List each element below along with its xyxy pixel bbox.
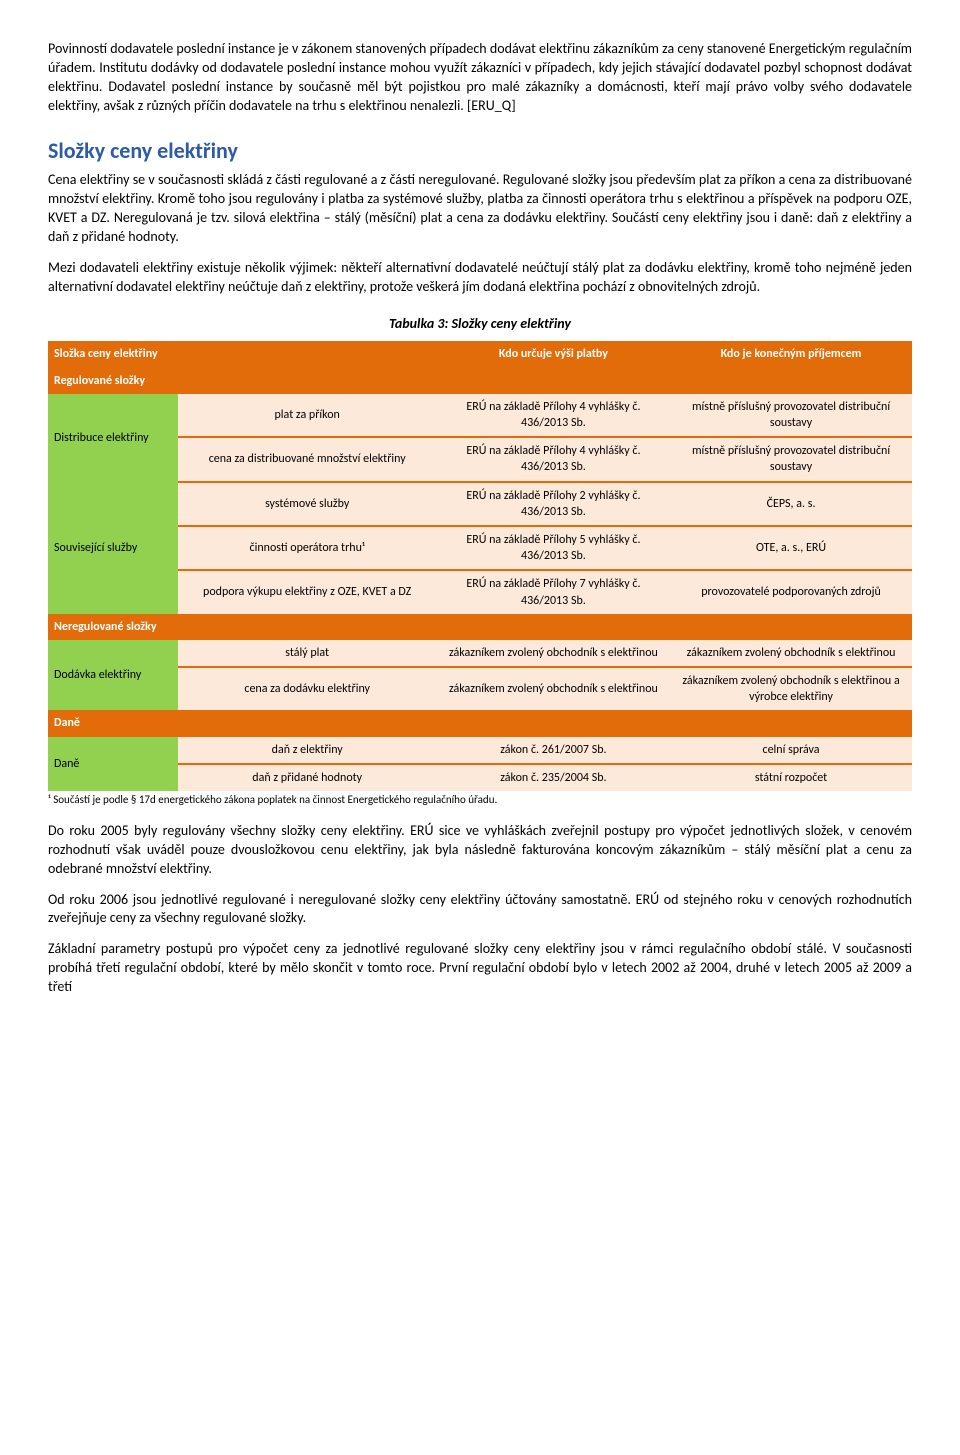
section-taxes: Daně [48,710,912,736]
cell-item: cena za distribuované množství elektřiny [178,437,437,481]
group-tax: Daně [48,737,178,791]
cell-recipient: místně příslušný provozovatel distribučn… [670,437,912,481]
section-unregulated: Neregulované složky [48,614,912,640]
table-row: podpora výkupu elektřiny z OZE, KVET a D… [48,570,912,613]
closing-p3: Základní parametry postupů pro výpočet c… [48,940,912,997]
section-p2: Mezi dodavateli elektřiny existuje někol… [48,259,912,297]
cell-who: zákazníkem zvolený obchodník s elektřino… [437,667,670,710]
intro-paragraph: Povinností dodavatele poslední instance … [48,40,912,116]
closing-p2: Od roku 2006 jsou jednotlivé regulované … [48,891,912,929]
closing-p1: Do roku 2005 byly regulovány všechny slo… [48,822,912,879]
table-row: cena za dodávku elektřiny zákazníkem zvo… [48,667,912,710]
cell-recipient: celní správa [670,737,912,764]
cell-item: daň z přidané hodnoty [178,764,437,791]
header-component: Složka ceny elektřiny [48,341,437,367]
table-row: Související služby systémové služby ERÚ … [48,482,912,526]
cell-item: systémové služby [178,482,437,526]
cell-item: činnosti operátora trhu¹ [178,526,437,570]
table-row: Dodávka elektřiny stálý plat zákazníkem … [48,640,912,667]
cell-recipient: zákazníkem zvolený obchodník s elektřino… [670,667,912,710]
cell-recipient: OTE, a. s., ERÚ [670,526,912,570]
table-row: cena za distribuované množství elektřiny… [48,437,912,481]
cell-recipient: místně příslušný provozovatel distribučn… [670,394,912,437]
group-distribution: Distribuce elektřiny [48,394,178,482]
table-footnote: ¹ Součástí je podle § 17d energetického … [48,793,912,808]
header-recipient: Kdo je konečným příjemcem [670,341,912,367]
cell-item: stálý plat [178,640,437,667]
table-header-row: Složka ceny elektřiny Kdo určuje výši pl… [48,341,912,367]
cell-who: ERÚ na základě Přílohy 4 vyhlášky č. 436… [437,437,670,481]
price-components-table: Složka ceny elektřiny Kdo určuje výši pl… [48,341,912,791]
cell-who: zákon č. 261/2007 Sb. [437,737,670,764]
cell-recipient: provozovatelé podporovaných zdrojů [670,570,912,613]
cell-recipient: zákazníkem zvolený obchodník s elektřino… [670,640,912,667]
cell-who: zákon č. 235/2004 Sb. [437,764,670,791]
table-row: činnosti operátora trhu¹ ERÚ na základě … [48,526,912,570]
cell-who: ERÚ na základě Přílohy 7 vyhlášky č. 436… [437,570,670,613]
section-regulated: Regulované složky [48,368,912,394]
table-row: daň z přidané hodnoty zákon č. 235/2004 … [48,764,912,791]
header-who: Kdo určuje výši platby [437,341,670,367]
table-caption: Tabulka 3: Složky ceny elektřiny [48,315,912,334]
section-p1: Cena elektřiny se v současnosti skládá z… [48,171,912,247]
cell-item: podpora výkupu elektřiny z OZE, KVET a D… [178,570,437,613]
table-row: Daně daň z elektřiny zákon č. 261/2007 S… [48,737,912,764]
cell-who: zákazníkem zvolený obchodník s elektřino… [437,640,670,667]
cell-who: ERÚ na základě Přílohy 5 vyhlášky č. 436… [437,526,670,570]
table-row: Distribuce elektřiny plat za příkon ERÚ … [48,394,912,437]
cell-item: daň z elektřiny [178,737,437,764]
cell-item: cena za dodávku elektřiny [178,667,437,710]
cell-item: plat za příkon [178,394,437,437]
section-title: Složky ceny elektřiny [48,136,912,166]
cell-recipient: státní rozpočet [670,764,912,791]
group-delivery: Dodávka elektřiny [48,640,178,711]
cell-who: ERÚ na základě Přílohy 2 vyhlášky č. 436… [437,482,670,526]
group-related: Související služby [48,482,178,614]
cell-recipient: ČEPS, a. s. [670,482,912,526]
cell-who: ERÚ na základě Přílohy 4 vyhlášky č. 436… [437,394,670,437]
